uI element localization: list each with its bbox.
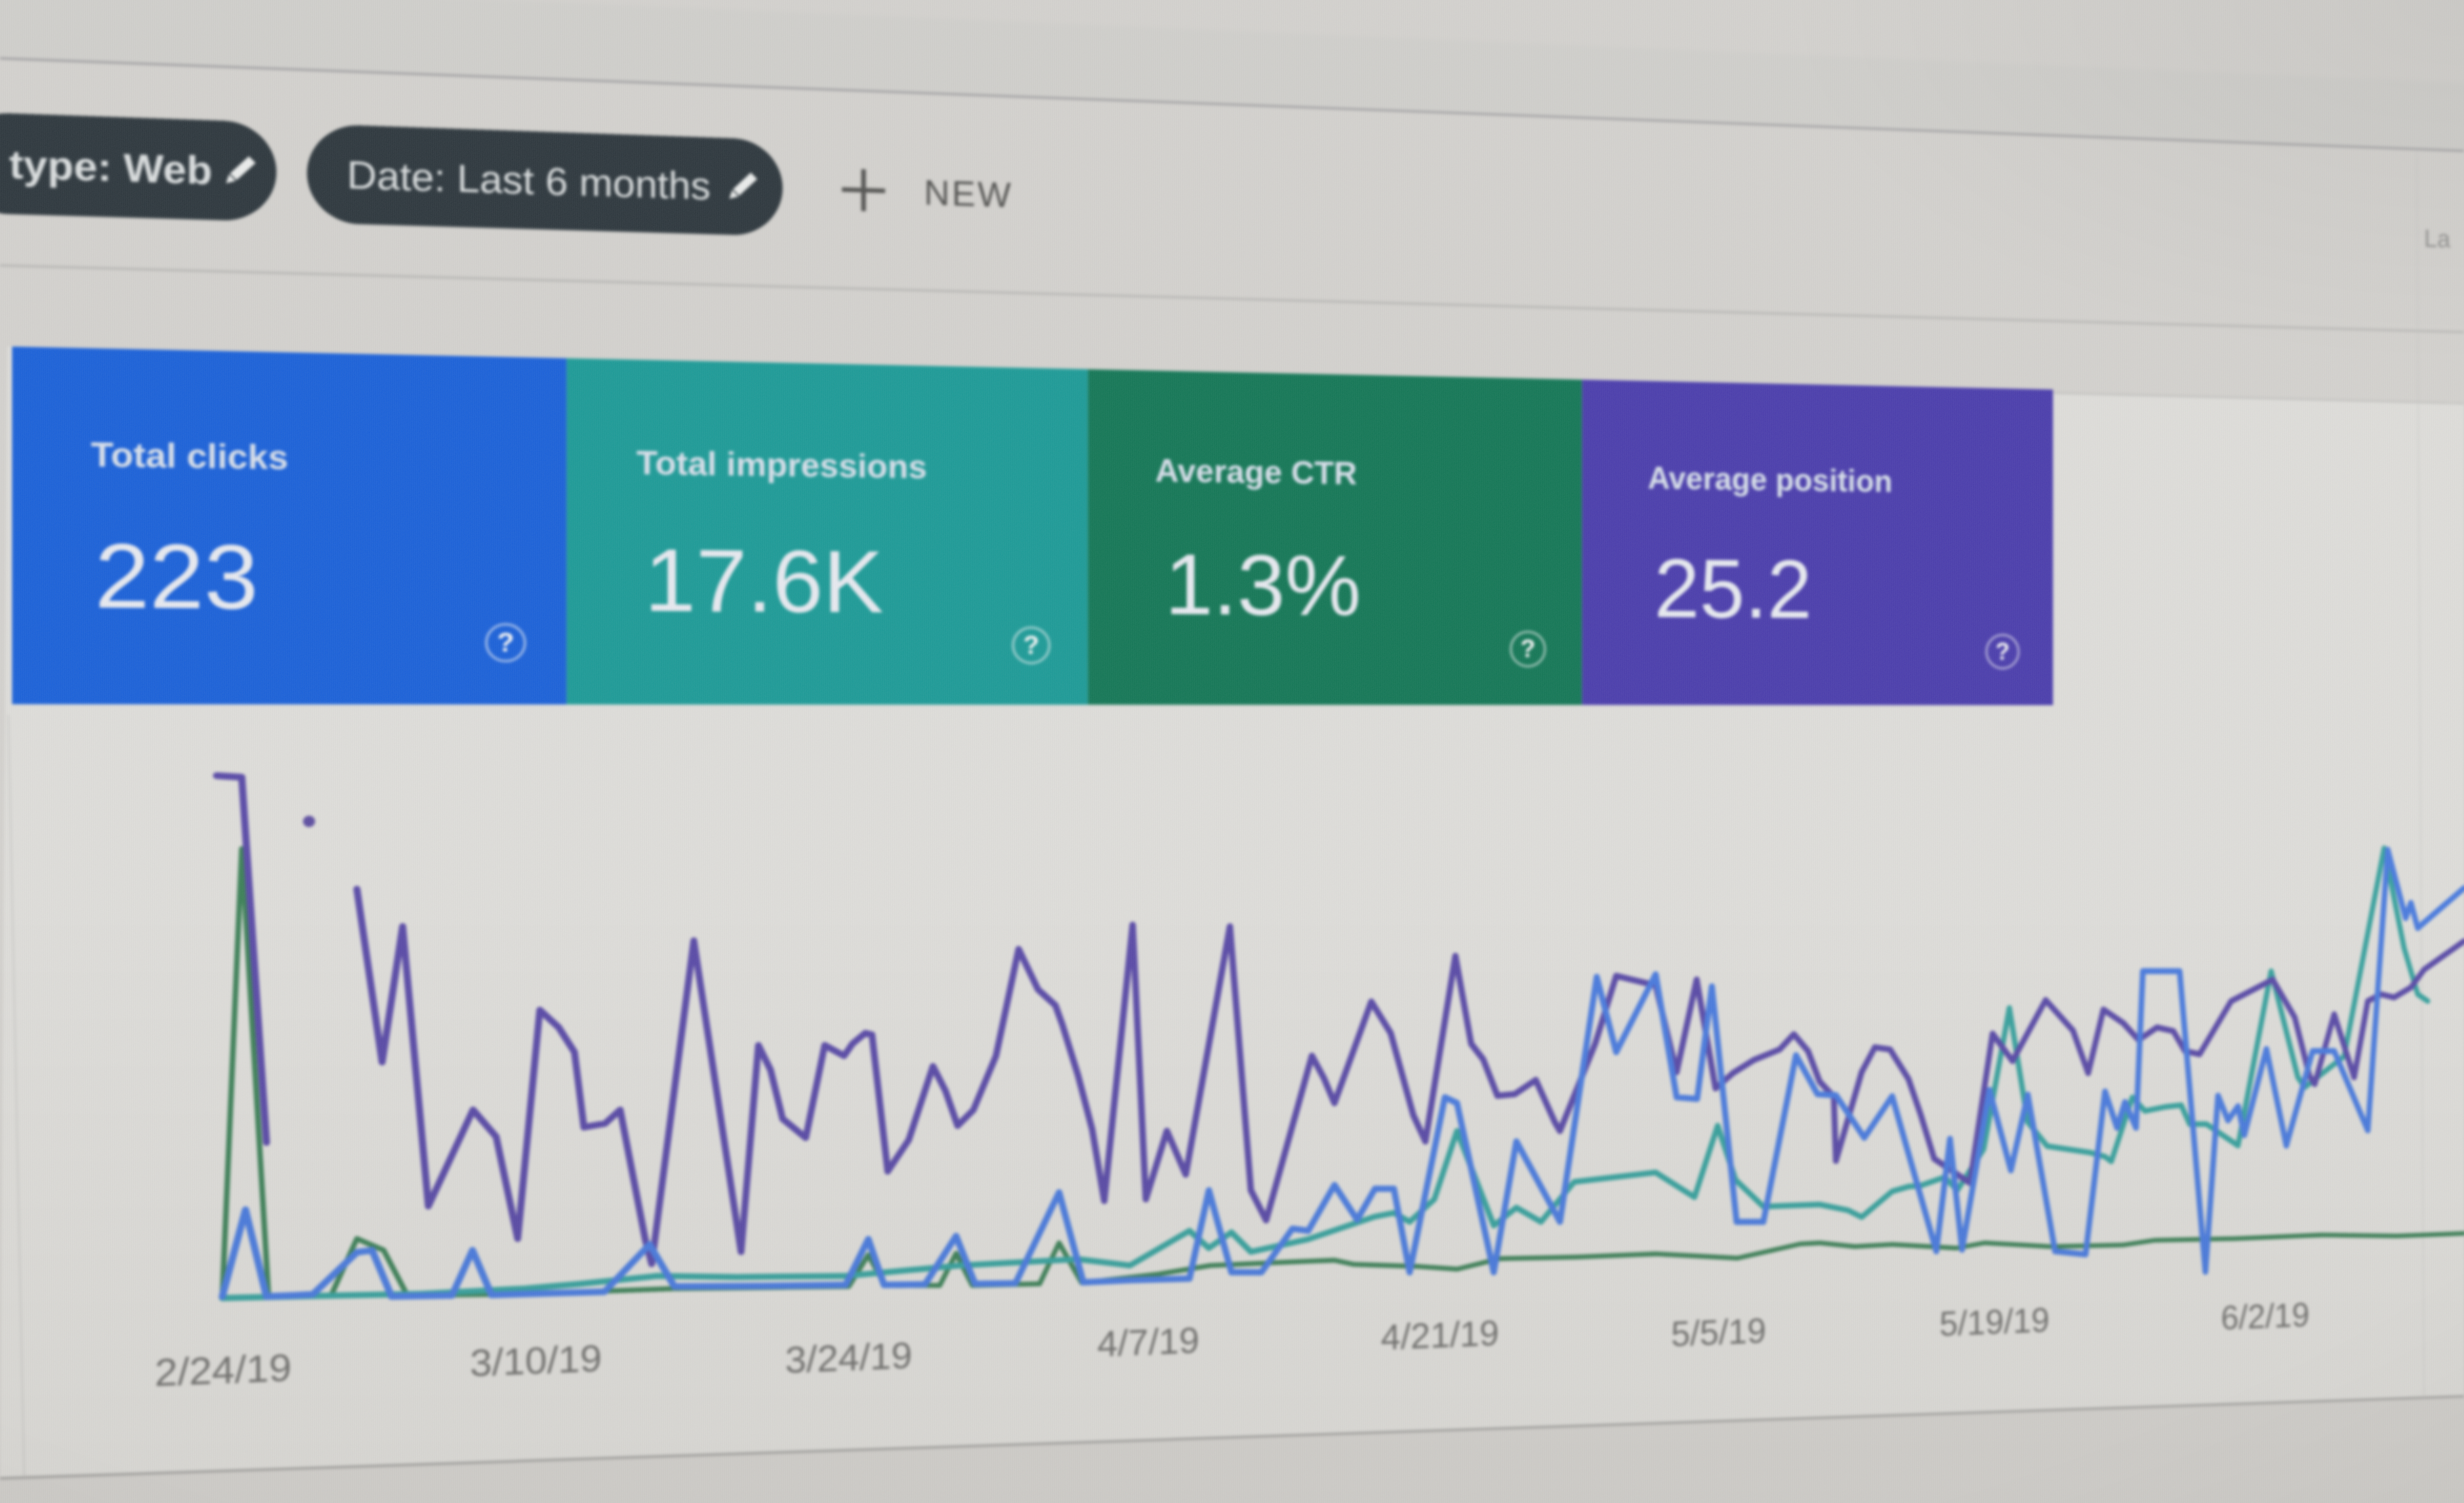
svg-text:1.3%: 1.3% [1165,536,1361,633]
svg-text:?: ? [1023,631,1039,660]
svg-text:?: ? [1521,635,1536,663]
svg-text:3/24/19: 3/24/19 [785,1335,912,1381]
svg-text:25.2: 25.2 [1654,541,1812,635]
svg-text:5/19/19: 5/19/19 [1939,1301,2049,1343]
svg-text:Average position: Average position [1648,460,1892,499]
svg-text:223: 223 [95,524,258,628]
svg-text:type: Web: type: Web [9,142,212,193]
svg-text:17.6K: 17.6K [644,530,884,631]
svg-text:3/10/19: 3/10/19 [470,1337,602,1385]
svg-text:NEW: NEW [924,173,1013,215]
svg-text:?: ? [497,628,514,657]
svg-text:6/2/19: 6/2/19 [2221,1296,2309,1337]
svg-text:La: La [2424,224,2450,253]
svg-text:Total impressions: Total impressions [636,444,927,486]
svg-text:4/7/19: 4/7/19 [1097,1320,1199,1365]
svg-text:5/5/19: 5/5/19 [1671,1311,1766,1354]
svg-text:2/24/19: 2/24/19 [155,1347,291,1395]
svg-text:4/21/19: 4/21/19 [1381,1313,1499,1357]
svg-text:Total clicks: Total clicks [91,435,288,477]
svg-text:Average CTR: Average CTR [1155,452,1357,491]
svg-text:?: ? [1996,638,2010,665]
